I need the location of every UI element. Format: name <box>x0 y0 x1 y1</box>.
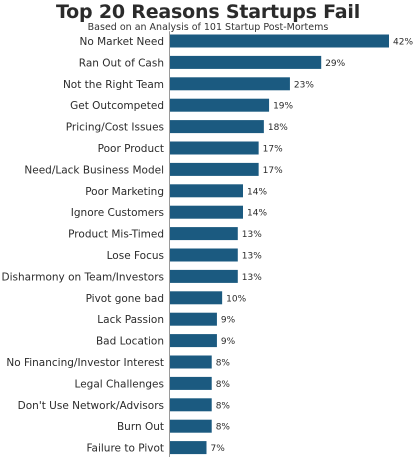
category-label: Need/Lack Business Model <box>24 164 164 176</box>
bar-row: Pivot gone bad 10% <box>86 291 247 305</box>
bar-row: Need/Lack Business Model 17% <box>24 162 283 176</box>
category-label: Ignore Customers <box>71 207 164 219</box>
bar <box>170 55 322 69</box>
bar <box>170 419 212 433</box>
category-label: Legal Challenges <box>75 378 164 390</box>
bar-row: No Financing/Investor Interest 8% <box>6 355 231 369</box>
bar-row: Get Outcompeted 19% <box>70 98 294 112</box>
bar <box>170 34 389 48</box>
bar-row: Lack Passion 9% <box>97 312 236 326</box>
chart-subtitle: Based on an Analysis of 101 Startup Post… <box>87 22 329 33</box>
value-label: 9% <box>221 316 236 326</box>
value-label: 7% <box>211 444 226 454</box>
chart-title: Top 20 Reasons Startups Fail <box>55 1 361 23</box>
category-label: Don't Use Network/Advisors <box>18 400 164 412</box>
bar <box>170 205 243 219</box>
bar-row: No Market Need 42% <box>80 34 413 48</box>
category-label: Pivot gone bad <box>86 293 164 305</box>
bar <box>170 141 259 155</box>
value-label: 8% <box>216 359 231 369</box>
bar <box>170 441 207 455</box>
bar-row: Legal Challenges 8% <box>75 376 231 390</box>
category-label: Poor Product <box>98 143 164 155</box>
bar-row: Disharmony on Team/Investors 13% <box>2 269 262 283</box>
value-label: 17% <box>263 166 283 176</box>
value-label: 14% <box>247 209 267 219</box>
bar <box>170 334 217 348</box>
value-label: 14% <box>247 187 267 197</box>
bar <box>170 269 238 283</box>
bar <box>170 376 212 390</box>
category-label: Pricing/Cost Issues <box>66 122 164 134</box>
value-label: 10% <box>226 294 246 304</box>
bar-row: Failure to Pivot 7% <box>86 441 225 455</box>
bar <box>170 227 238 241</box>
category-label: Lack Passion <box>97 314 164 326</box>
bar-row: Poor Product 17% <box>98 141 283 155</box>
value-label: 13% <box>242 252 262 262</box>
category-label: Ran Out of Cash <box>79 57 164 69</box>
bar <box>170 77 290 91</box>
bar-row: Product Mis-Timed 13% <box>68 227 262 241</box>
category-label: Get Outcompeted <box>70 100 164 112</box>
value-label: 13% <box>242 230 262 240</box>
value-label: 29% <box>325 59 345 69</box>
bar-row: Poor Marketing 14% <box>85 184 267 198</box>
bar <box>170 162 259 176</box>
bar-row: Not the Right Team 23% <box>63 77 314 91</box>
value-label: 17% <box>263 145 283 155</box>
category-label: Not the Right Team <box>63 79 164 91</box>
bar-row: Don't Use Network/Advisors 8% <box>18 398 231 412</box>
value-label: 8% <box>216 401 231 411</box>
bar-row: Burn Out 8% <box>117 419 231 433</box>
value-label: 9% <box>221 337 236 347</box>
category-label: Product Mis-Timed <box>68 229 164 241</box>
bar <box>170 355 212 369</box>
bar <box>170 120 264 134</box>
bar-row: Bad Location 9% <box>96 334 236 348</box>
value-label: 8% <box>216 423 231 433</box>
category-label: Burn Out <box>117 421 164 433</box>
value-label: 18% <box>268 123 288 133</box>
bar-row: Lose Focus 13% <box>107 248 262 262</box>
value-label: 13% <box>242 273 262 283</box>
category-label: Failure to Pivot <box>86 443 164 455</box>
category-label: Disharmony on Team/Investors <box>2 271 164 283</box>
category-label: No Financing/Investor Interest <box>6 357 164 369</box>
bar <box>170 248 238 262</box>
bar <box>170 398 212 412</box>
bar <box>170 312 217 326</box>
category-label: No Market Need <box>80 36 165 48</box>
category-label: Poor Marketing <box>85 186 164 198</box>
bars-layer: No Market Need 42% Ran Out of Cash 29% Not t… <box>2 34 413 455</box>
bar-row: Pricing/Cost Issues 18% <box>66 120 288 134</box>
category-label: Lose Focus <box>107 250 164 262</box>
bar-row: Ran Out of Cash 29% <box>79 55 346 69</box>
value-label: 42% <box>393 38 413 48</box>
value-label: 23% <box>294 80 314 90</box>
bar <box>170 291 223 305</box>
category-label: Bad Location <box>96 336 164 348</box>
bar <box>170 98 270 112</box>
value-label: 19% <box>273 102 293 112</box>
bar-row: Ignore Customers 14% <box>71 205 267 219</box>
value-label: 8% <box>216 380 231 390</box>
bar <box>170 184 243 198</box>
